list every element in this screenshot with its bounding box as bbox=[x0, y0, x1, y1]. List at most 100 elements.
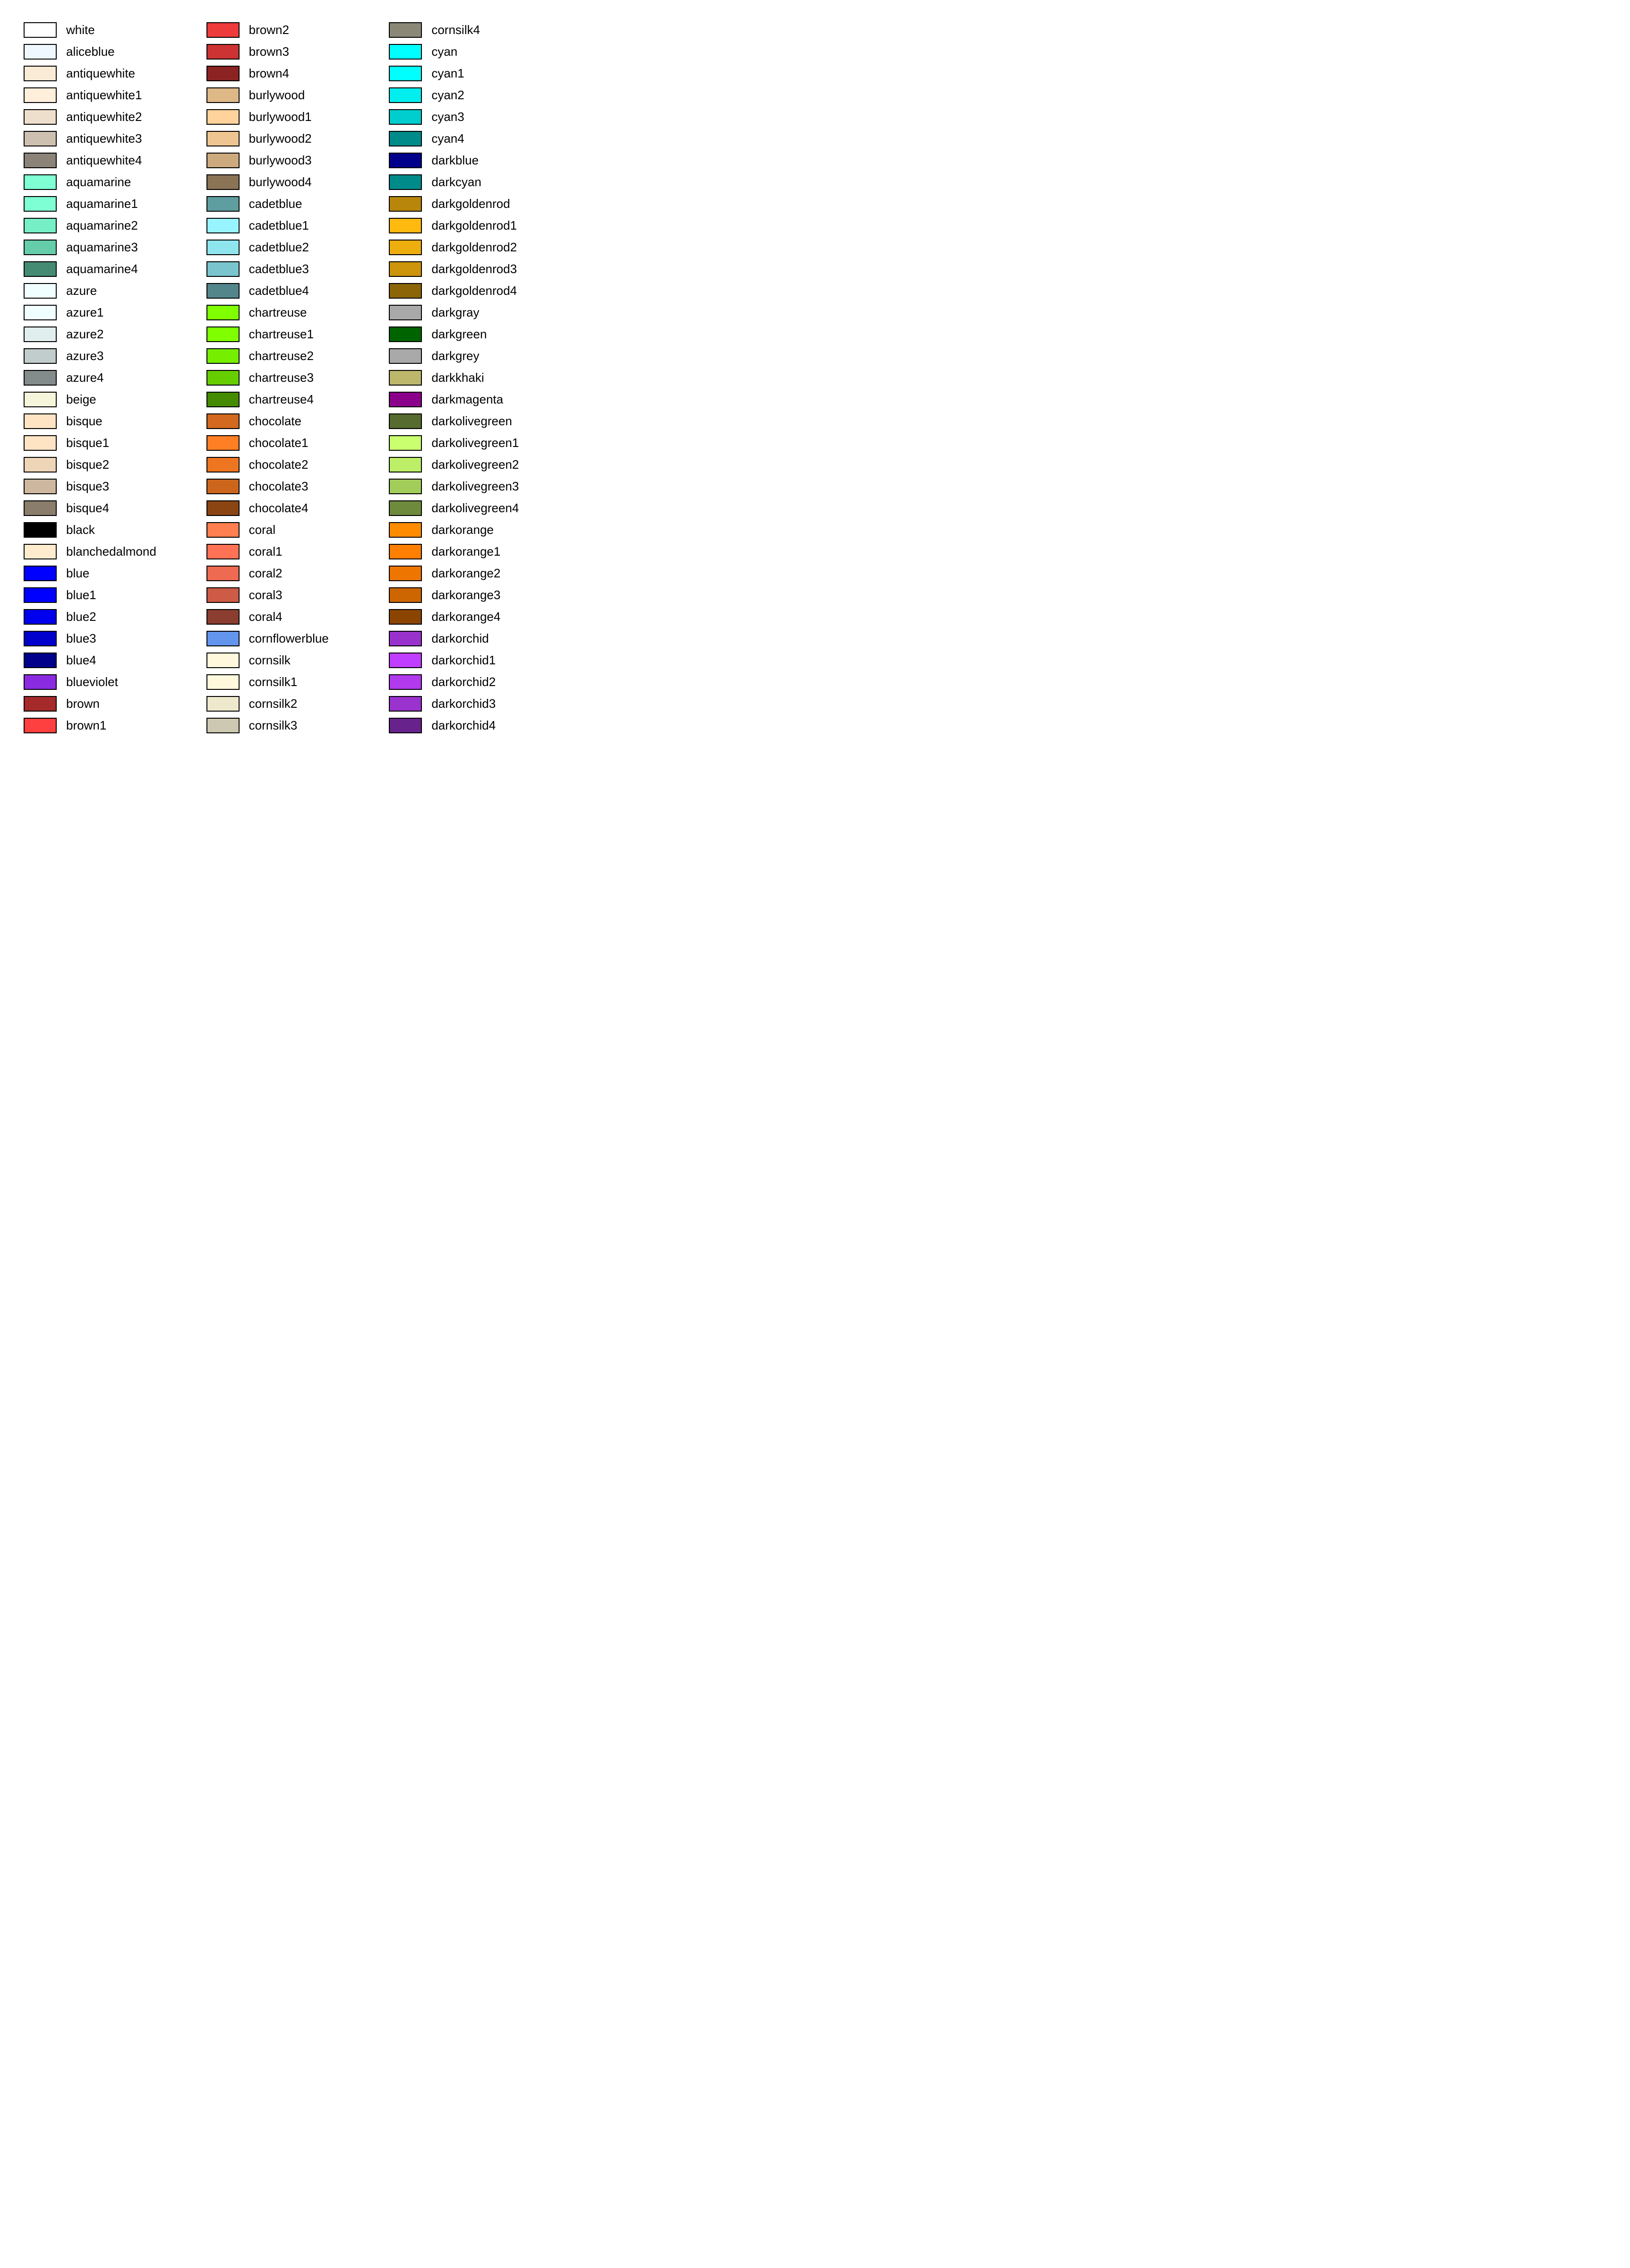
color-label: aliceblue bbox=[66, 44, 115, 59]
color-label: antiquewhite2 bbox=[66, 110, 142, 124]
color-label: white bbox=[66, 23, 95, 37]
color-row: azure4 bbox=[24, 367, 188, 388]
color-label: darkgray bbox=[431, 305, 479, 320]
color-swatch bbox=[389, 522, 422, 538]
color-swatch bbox=[24, 631, 57, 646]
color-label: darkolivegreen1 bbox=[431, 436, 519, 450]
color-swatch bbox=[389, 718, 422, 733]
color-row: darkolivegreen2 bbox=[389, 454, 553, 475]
color-row: aliceblue bbox=[24, 41, 188, 62]
color-swatch bbox=[206, 718, 240, 733]
color-label: chocolate bbox=[249, 414, 301, 429]
color-swatch bbox=[389, 457, 422, 472]
color-swatch bbox=[389, 609, 422, 625]
color-label: cyan4 bbox=[431, 131, 464, 146]
color-label: cadetblue3 bbox=[249, 262, 309, 276]
color-label: brown4 bbox=[249, 66, 289, 81]
color-swatch bbox=[24, 326, 57, 342]
color-row: darkorange2 bbox=[389, 562, 553, 584]
color-swatch bbox=[206, 131, 240, 146]
color-label: darkorange2 bbox=[431, 566, 500, 581]
color-label: azure bbox=[66, 284, 97, 298]
color-swatch bbox=[206, 218, 240, 233]
color-swatch bbox=[206, 326, 240, 342]
color-label: darkkhaki bbox=[431, 370, 484, 385]
color-swatch bbox=[206, 653, 240, 668]
color-label: cadetblue2 bbox=[249, 240, 309, 255]
color-row: cyan bbox=[389, 41, 553, 62]
color-label: darkgoldenrod bbox=[431, 197, 510, 211]
color-row: darkorchid bbox=[389, 627, 553, 649]
color-label: darkorchid2 bbox=[431, 675, 496, 689]
color-row: blue1 bbox=[24, 584, 188, 606]
color-swatch bbox=[206, 522, 240, 538]
color-swatch bbox=[24, 457, 57, 472]
color-swatch bbox=[206, 87, 240, 103]
color-label: cadetblue1 bbox=[249, 218, 309, 233]
color-swatch bbox=[24, 22, 57, 38]
color-row: chartreuse1 bbox=[206, 323, 370, 345]
color-row: darkblue bbox=[389, 149, 553, 171]
color-swatch bbox=[206, 435, 240, 451]
color-label: antiquewhite4 bbox=[66, 153, 142, 168]
color-row: burlywood1 bbox=[206, 106, 370, 128]
color-swatch bbox=[389, 283, 422, 299]
color-label: antiquewhite3 bbox=[66, 131, 142, 146]
color-row: antiquewhite bbox=[24, 62, 188, 84]
color-swatch bbox=[24, 435, 57, 451]
color-label: darkorchid4 bbox=[431, 718, 496, 733]
color-row: azure bbox=[24, 280, 188, 301]
color-label: darkorange4 bbox=[431, 610, 500, 624]
color-row: bisque3 bbox=[24, 475, 188, 497]
color-label: azure1 bbox=[66, 305, 104, 320]
color-label: coral4 bbox=[249, 610, 283, 624]
color-row: darkolivegreen bbox=[389, 410, 553, 432]
color-swatch bbox=[206, 66, 240, 81]
color-row: coral2 bbox=[206, 562, 370, 584]
color-row: brown3 bbox=[206, 41, 370, 62]
color-row: azure1 bbox=[24, 301, 188, 323]
color-row: darkmagenta bbox=[389, 388, 553, 410]
color-row: cadetblue bbox=[206, 193, 370, 215]
color-swatch bbox=[24, 413, 57, 429]
color-label: chocolate1 bbox=[249, 436, 309, 450]
color-row: darkgray bbox=[389, 301, 553, 323]
color-label: azure2 bbox=[66, 327, 104, 342]
color-swatch bbox=[206, 174, 240, 190]
color-swatch bbox=[24, 653, 57, 668]
color-row: blue2 bbox=[24, 606, 188, 627]
color-swatch bbox=[24, 174, 57, 190]
color-label: aquamarine4 bbox=[66, 262, 138, 276]
color-label: darkolivegreen4 bbox=[431, 501, 519, 515]
color-row: chartreuse2 bbox=[206, 345, 370, 367]
color-row: white bbox=[24, 19, 188, 41]
color-label: chartreuse bbox=[249, 305, 307, 320]
color-label: darkolivegreen3 bbox=[431, 479, 519, 494]
color-row: cyan2 bbox=[389, 84, 553, 106]
color-row: blue bbox=[24, 562, 188, 584]
color-row: chocolate3 bbox=[206, 475, 370, 497]
color-swatch bbox=[24, 109, 57, 125]
color-swatch bbox=[24, 66, 57, 81]
color-swatch bbox=[206, 370, 240, 386]
color-swatch bbox=[389, 500, 422, 516]
color-swatch bbox=[24, 392, 57, 407]
color-row: chocolate4 bbox=[206, 497, 370, 519]
color-swatch bbox=[389, 370, 422, 386]
color-swatch bbox=[389, 435, 422, 451]
color-swatch bbox=[24, 566, 57, 581]
color-swatch bbox=[206, 22, 240, 38]
color-swatch bbox=[24, 348, 57, 364]
color-row: aquamarine1 bbox=[24, 193, 188, 215]
color-swatch bbox=[24, 609, 57, 625]
color-label: darkorange bbox=[431, 523, 494, 537]
color-swatch bbox=[206, 109, 240, 125]
color-label: azure3 bbox=[66, 349, 104, 363]
color-row: darkgrey bbox=[389, 345, 553, 367]
color-row: darkolivegreen1 bbox=[389, 432, 553, 454]
color-row: antiquewhite2 bbox=[24, 106, 188, 128]
color-swatch bbox=[206, 305, 240, 320]
color-swatch bbox=[206, 631, 240, 646]
color-label: cyan3 bbox=[431, 110, 464, 124]
color-swatch bbox=[389, 653, 422, 668]
